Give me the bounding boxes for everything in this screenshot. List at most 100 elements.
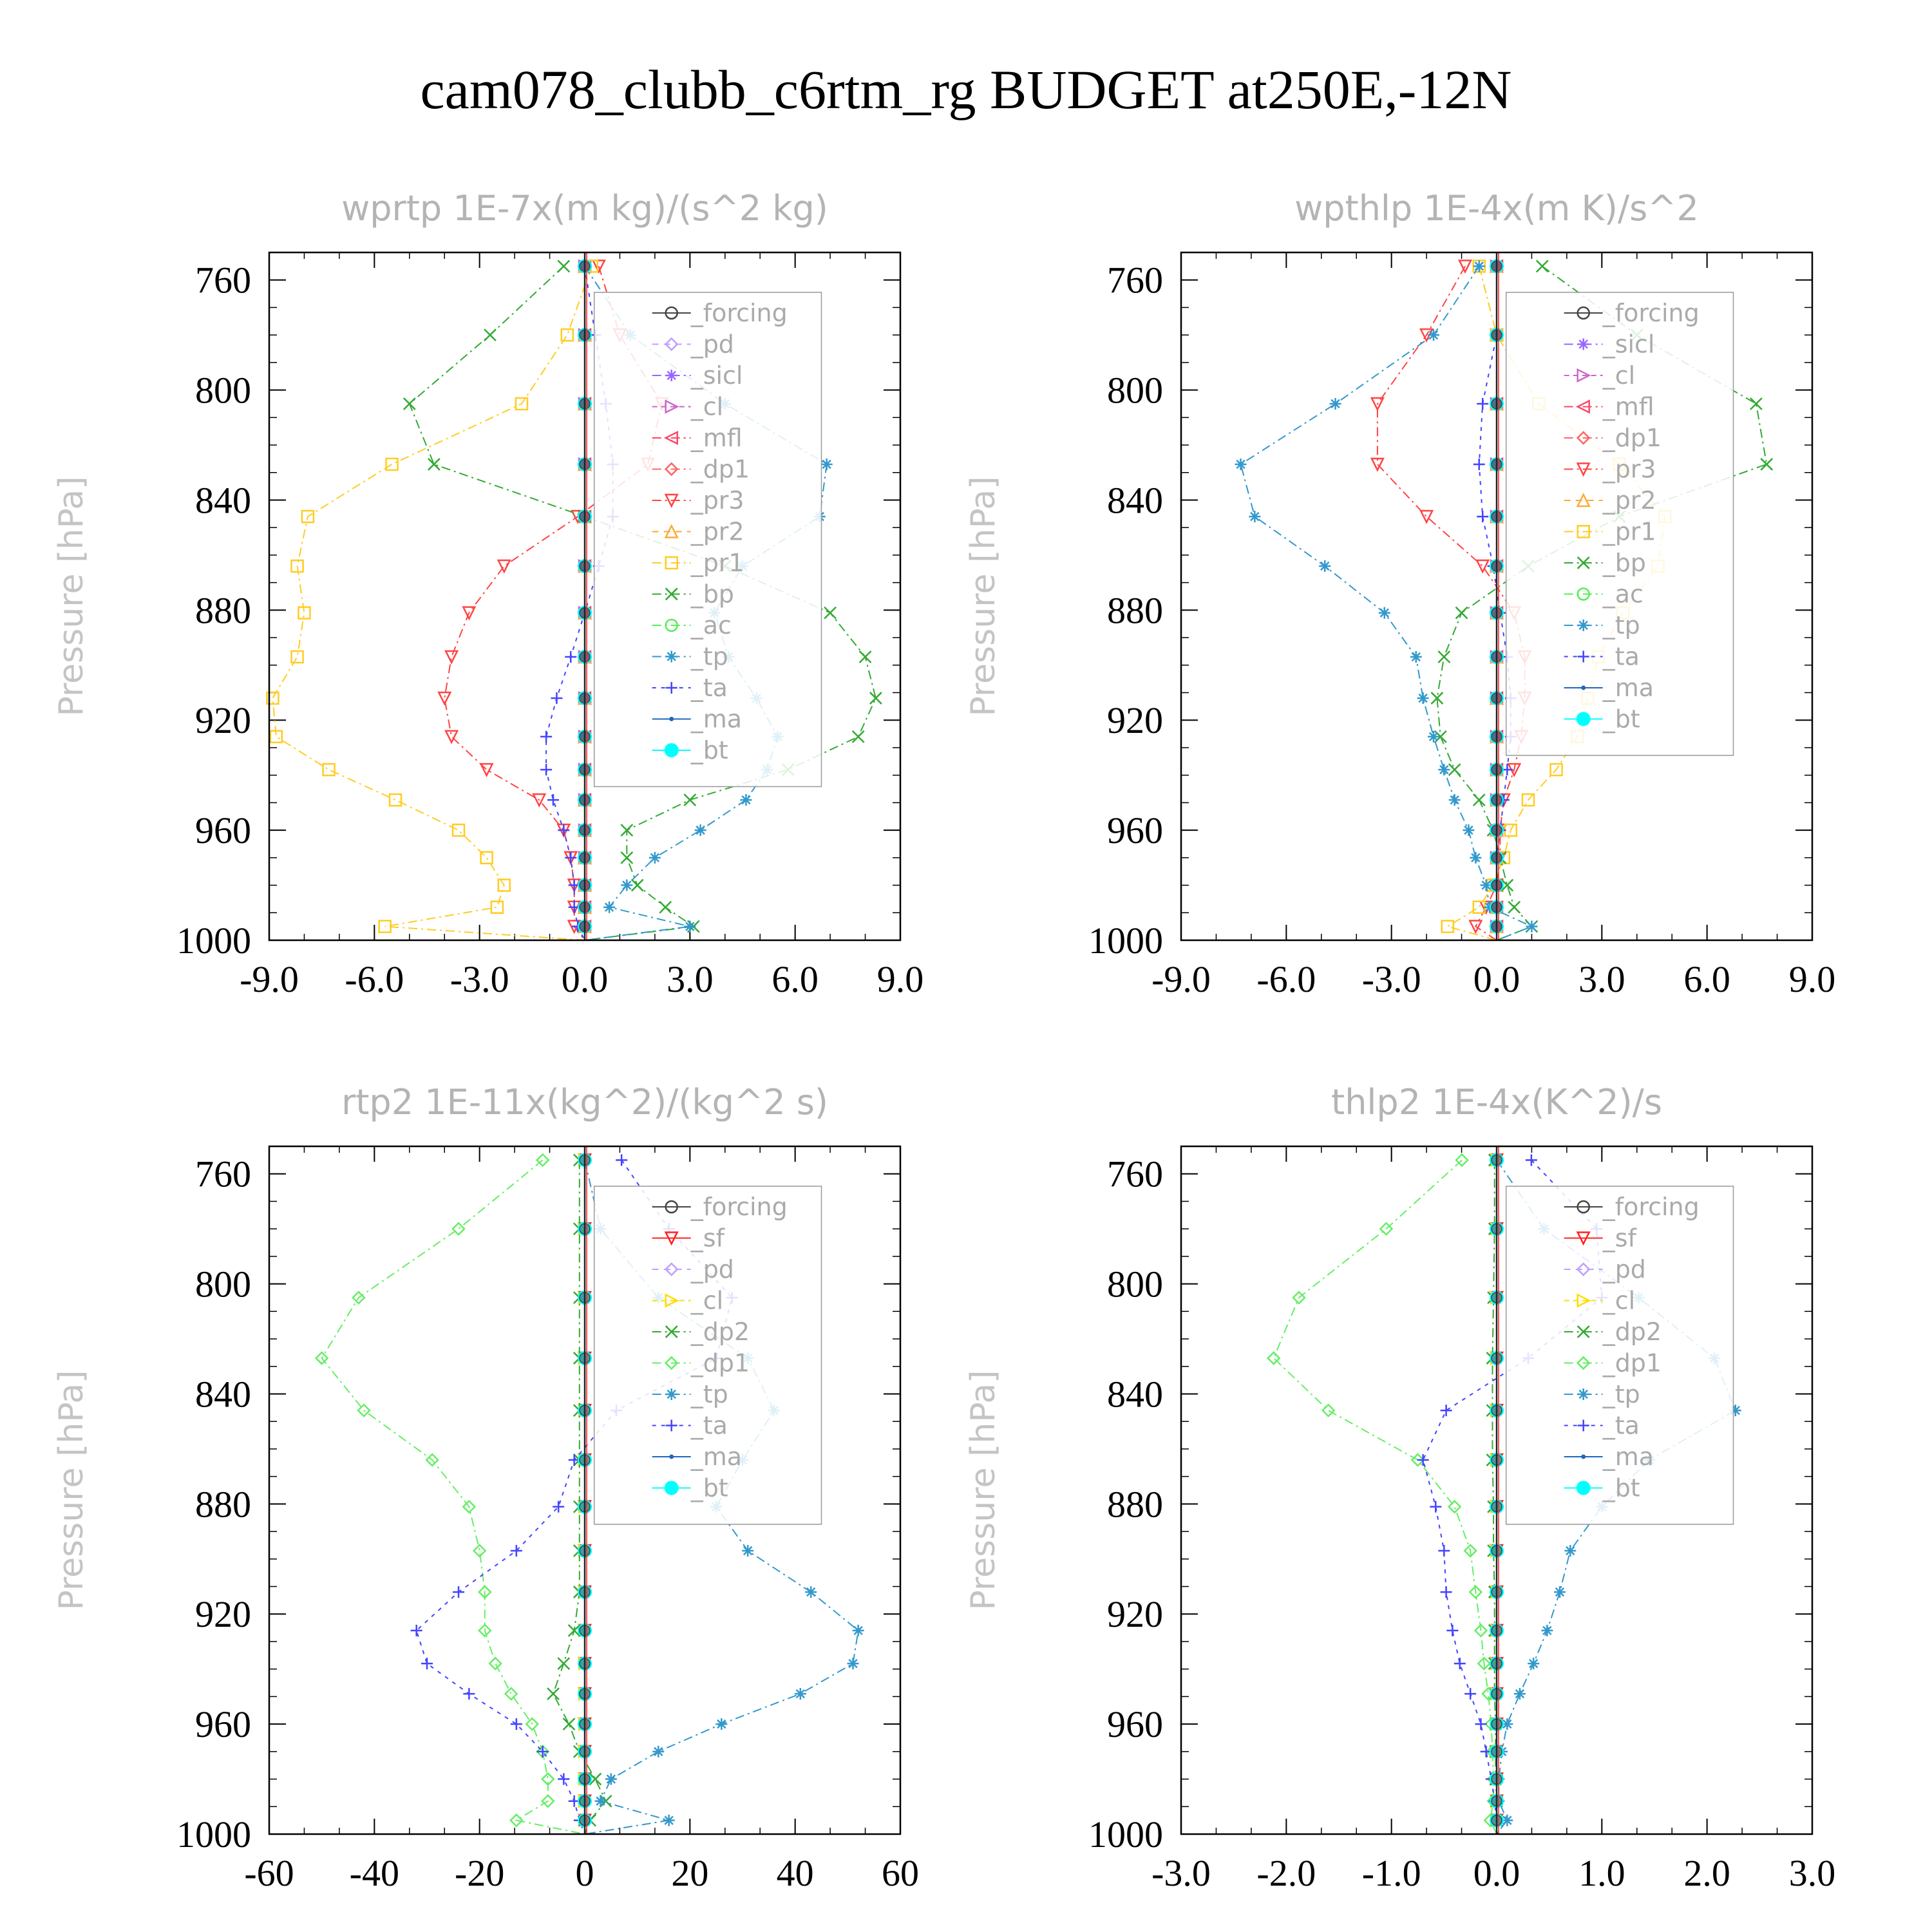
legend-label: _pr2 (1602, 486, 1656, 515)
data-point (269, 730, 283, 744)
data-point (1370, 397, 1385, 412)
x-tick-label: 3.0 (1578, 958, 1625, 1000)
panel-title: rtp2 1E-11x(kg^2)/(kg^2 s) (341, 1082, 828, 1122)
legend-label: _ma (690, 1443, 742, 1471)
legend-marker (664, 1231, 679, 1246)
legend-marker (1577, 587, 1590, 601)
data-point (1477, 1656, 1492, 1671)
y-tick-label: 960 (1107, 1703, 1163, 1745)
data-point (1480, 879, 1492, 891)
legend-label: _pr2 (690, 517, 744, 545)
legend-item-pd: _pd (652, 1255, 734, 1283)
legend-item-tp: _tp (652, 1380, 728, 1408)
legend-item-bt: _bt (1564, 705, 1640, 733)
panel-title: wpthlp 1E-4x(m K)/s^2 (1294, 188, 1699, 229)
figure-title: cam078_clubb_c6rtm_rg BUDGET at250E,-12N (420, 59, 1511, 120)
data-point (322, 762, 336, 777)
legend-item-pr1: _pr1 (1564, 517, 1656, 545)
series-pr1 (266, 260, 599, 941)
legend-label: _cl (1602, 361, 1635, 390)
legend-item-dp2: _dp2 (1564, 1318, 1662, 1346)
series-line-dp1 (1273, 1159, 1497, 1835)
legend-item-pr2: _pr2 (652, 517, 744, 545)
data-point (1528, 1658, 1540, 1670)
data-point (567, 1624, 581, 1637)
data-point (1430, 692, 1444, 705)
y-tick-label: 1000 (1088, 1814, 1163, 1855)
legend-item-cl: _cl (1564, 1286, 1635, 1314)
data-point (557, 1657, 571, 1671)
legend: _forcing _sf _pd _cl _dp2 _dp1 _tp _ta _ma_bt (593, 1186, 822, 1525)
data-point (290, 650, 304, 664)
data-point (851, 730, 865, 743)
x-tick-label: -3.0 (1362, 958, 1421, 1000)
x-tick-label: -6.0 (345, 958, 404, 1000)
y-tick-label: 1000 (1088, 920, 1163, 961)
legend-label: _ta (1602, 642, 1640, 670)
data-point (478, 1624, 492, 1638)
legend-item-dp1: _dp1 (1564, 424, 1662, 452)
data-point (562, 1718, 576, 1731)
y-axis-label: Pressure [hPa] (52, 477, 91, 717)
x-tick-label: -3.0 (1151, 1852, 1211, 1894)
data-point (1464, 1688, 1477, 1700)
legend-item-ta: _ta (652, 674, 728, 702)
legend-label: _sf (1602, 1224, 1638, 1252)
data-point (594, 1795, 607, 1807)
legend-marker (664, 1356, 679, 1370)
data-point (1410, 650, 1422, 663)
data-point (510, 1544, 522, 1557)
data-point (1473, 458, 1485, 470)
data-point (1549, 762, 1563, 777)
y-axis-label: Pressure [hPa] (52, 1370, 91, 1611)
legend-label: _pr1 (690, 549, 744, 577)
data-point (1292, 1291, 1306, 1305)
data-point (1525, 1154, 1537, 1166)
legend-item-pr3: _pr3 (1564, 455, 1656, 483)
legend-item-pr3: _pr3 (652, 486, 744, 515)
legend-item-sf: _sf (1564, 1224, 1638, 1252)
data-point (1428, 730, 1439, 743)
legend-marker (665, 587, 678, 601)
legend-label: _ma (1602, 1443, 1654, 1471)
data-point (684, 920, 696, 933)
data-point (1440, 1586, 1452, 1598)
legend: _forcing _sicl _cl_mfl _dp1 _pr3 _pr2_pr1 _bp _… (1505, 292, 1734, 756)
y-tick-label: 920 (195, 1593, 251, 1635)
legend-item-pd: _pd (652, 330, 734, 358)
legend: _forcing _sf _pd _cl _dp2 _dp1 _tp _ta _ma_bt (1505, 1186, 1734, 1525)
data-point (1470, 851, 1482, 864)
legend-label: _tp (690, 1380, 728, 1408)
chart-panel-4: thlp2 1E-4x(K^2)/s Pressure [hPa] -3.0 -2.0… (964, 1082, 1835, 1894)
data-point (497, 559, 511, 574)
chart-panel-1: wprtp 1E-7x(m kg)/(s^2 kg) Pressure [hPa]… (52, 188, 923, 1000)
data-point (1417, 692, 1429, 705)
x-tick-label: 2.0 (1683, 1852, 1730, 1894)
x-tick-label: -9.0 (240, 958, 299, 1000)
legend-marker (1577, 556, 1590, 569)
legend-label: _cl (690, 392, 723, 421)
legend-label: _pr3 (1602, 455, 1656, 483)
y-tick-label: 840 (1107, 1373, 1163, 1415)
legend-label: _pr3 (690, 486, 744, 515)
legend-item-bt: _bt (652, 1473, 728, 1502)
data-point (484, 328, 497, 342)
data-point (1541, 1624, 1553, 1636)
legend-marker (664, 493, 679, 508)
legend-marker (665, 1200, 678, 1214)
y-tick-label: 800 (1107, 370, 1163, 412)
x-tick-label: 20 (671, 1852, 708, 1894)
data-point (1477, 397, 1489, 410)
legend-marker (663, 430, 678, 445)
x-tick-label: -20 (455, 1852, 504, 1894)
data-point (451, 1222, 466, 1236)
x-tick-label: 1.0 (1578, 1852, 1625, 1894)
y-tick-label: 920 (195, 699, 251, 741)
legend-item-ac: _ac (1564, 580, 1643, 608)
data-point (402, 397, 416, 410)
data-point (525, 1717, 540, 1731)
data-point (694, 824, 706, 837)
legend-item-ac: _ac (652, 611, 732, 639)
data-point (1501, 878, 1514, 892)
y-tick-label: 800 (1107, 1264, 1163, 1305)
